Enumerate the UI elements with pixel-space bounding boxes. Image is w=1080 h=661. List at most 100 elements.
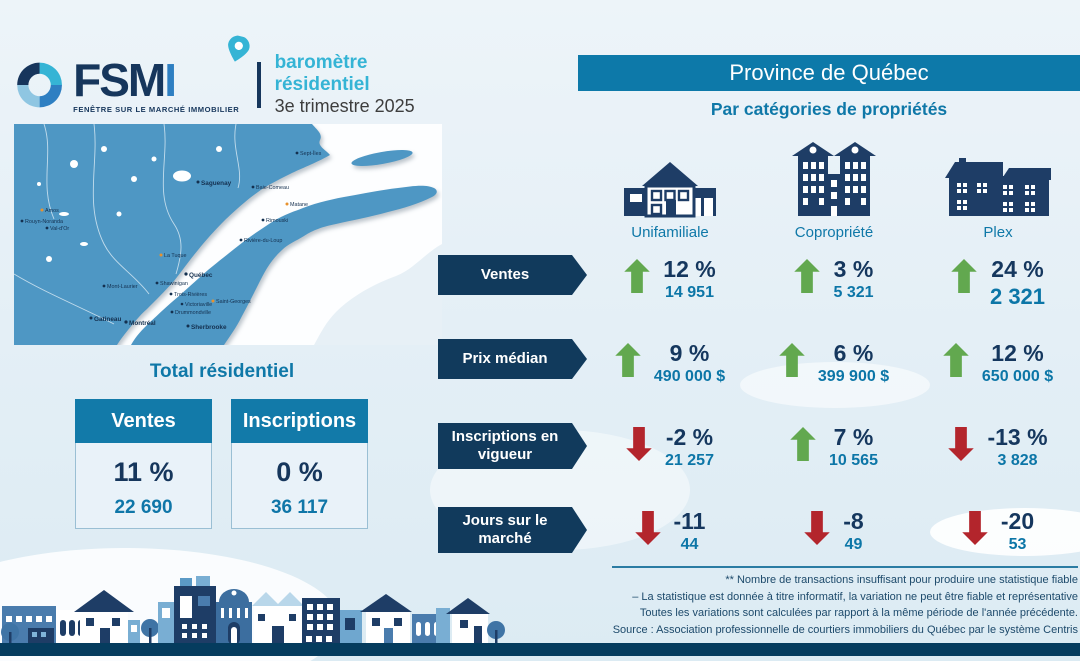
- footnote-source: Source : Association professionnelle de …: [612, 623, 1078, 636]
- stat-percent: 3 %: [833, 256, 874, 282]
- trend-arrow-icon: [943, 343, 969, 377]
- stat-percent: -13 %: [987, 424, 1048, 450]
- stat-value: 490 000 $: [653, 368, 726, 386]
- fsmi-pinwheel-icon: [17, 62, 62, 108]
- map-city-label: Val-d'Or: [50, 226, 69, 232]
- stat-cell: 12 % 650 000 $: [916, 339, 1080, 386]
- stat-cell: 12 % 14 951: [588, 255, 752, 310]
- divider: [257, 62, 261, 108]
- stat-value: 21 257: [665, 452, 714, 470]
- region-banner-title: Province de Québec: [729, 60, 929, 85]
- footnote-line: ** Nombre de transactions insuffisant po…: [725, 574, 1078, 586]
- stat-value: 14 951: [665, 284, 714, 302]
- stat-percent: 9 %: [669, 340, 710, 366]
- stat-cell: 24 % 2 321: [916, 255, 1080, 310]
- stat-percent: -20: [1000, 508, 1035, 534]
- category-label: Unifamiliale: [631, 224, 709, 241]
- quebec-map: Rouyn-Noranda Val-d'Or Amos Mont-Laurier…: [14, 124, 442, 345]
- fsmi-wordmark: FSMI: [73, 35, 250, 103]
- card-header: Ventes: [75, 399, 212, 443]
- map-city-label: Amos: [45, 208, 59, 214]
- stat-percent: -2 %: [665, 424, 714, 450]
- map-city-label: Rouyn-Noranda: [25, 219, 63, 225]
- trend-arrow-icon: [634, 511, 661, 545]
- map-city-label: Montréal: [129, 320, 156, 327]
- map-city-label: Gatineau: [94, 316, 121, 323]
- panel-subtitle: Par catégories de propriétés: [710, 99, 948, 119]
- card-value: 36 117: [270, 497, 329, 518]
- category-header-row: Unifamiliale: [588, 140, 1080, 241]
- trend-arrow-icon: [790, 427, 816, 461]
- category-plex: Plex: [916, 140, 1080, 241]
- region-banner: Province de Québec: [578, 55, 1080, 91]
- stat-value: 49: [844, 536, 863, 554]
- total-residentiel-title: Total résidentiel: [149, 361, 295, 382]
- total-card-ventes: Ventes 11 % 22 690: [75, 399, 212, 529]
- trend-arrow-icon: [779, 343, 805, 377]
- map-city-label: Saguenay: [201, 180, 232, 187]
- footnote-line: – La statistique est donnée à titre info…: [632, 590, 1078, 603]
- stat-value: 44: [680, 536, 699, 554]
- map-rivers: [14, 124, 241, 325]
- map-neighbour-land: [314, 244, 442, 345]
- cityscape-illustration: [1, 576, 505, 645]
- plex-building-icon: [945, 158, 1051, 216]
- stat-cell: -20 53: [916, 507, 1080, 554]
- stat-percent: 24 %: [991, 256, 1044, 282]
- footnotes: ** Nombre de transactions insuffisant po…: [612, 566, 1078, 638]
- card-percent: 0 %: [276, 457, 323, 487]
- category-copropriete: Copropriété: [752, 140, 916, 241]
- card-percent: 11 %: [113, 457, 174, 487]
- map-city-label: Saint-Georges: [216, 299, 251, 305]
- stat-percent: -8: [843, 508, 864, 534]
- row-inscriptions-en-vigueur: Inscriptions en vigueur -2 % 21 257 7 % 10…: [438, 423, 1080, 470]
- trend-arrow-icon: [951, 259, 977, 293]
- stat-cell: -8 49: [752, 507, 916, 554]
- map-cities: Rouyn-Noranda Val-d'Or Amos Mont-Laurier…: [20, 150, 322, 331]
- map-land-south: [131, 185, 437, 345]
- row-label-chevron: Prix médian: [438, 339, 587, 379]
- map-land-north: [14, 124, 330, 345]
- trend-arrow-icon: [624, 259, 651, 293]
- row-label-chevron: Jours sur le marché: [438, 507, 587, 553]
- stat-value: 650 000 $: [981, 368, 1054, 386]
- stat-cell: 9 % 490 000 $: [588, 339, 752, 386]
- trend-arrow-icon: [615, 343, 641, 377]
- location-pin-icon: [228, 35, 250, 62]
- stat-value: 10 565: [829, 452, 878, 470]
- stat-cell: -2 % 21 257: [588, 423, 752, 470]
- bottom-bar: [0, 643, 1080, 656]
- trend-arrow-icon: [626, 427, 652, 461]
- cloud-shape: [930, 508, 1080, 556]
- stat-percent: -11: [673, 508, 706, 534]
- map-city-label: Baie-Comeau: [256, 185, 289, 191]
- logo-block: FSMI FENÊTRE SUR LE MARCHÉ IMMOBILIER ba…: [14, 35, 434, 120]
- category-label: Copropriété: [794, 224, 874, 241]
- map-city-label: La Tuque: [164, 253, 186, 259]
- cloud-shape: [740, 362, 930, 408]
- stat-cell: 3 % 5 321: [752, 255, 916, 310]
- stat-cell: 7 % 10 565: [752, 423, 916, 470]
- map-city-label: Rimouski: [266, 218, 288, 224]
- map-city-label: Sherbrooke: [191, 324, 227, 331]
- map-city-label: Rivière-du-Loup: [244, 238, 282, 244]
- row-jours-sur-le-marche: Jours sur le marché -11 44 -8 49 -20 53: [438, 507, 1080, 554]
- stat-value: 2 321: [989, 284, 1046, 310]
- stat-cell: -13 % 3 828: [916, 423, 1080, 470]
- map-lakes: [37, 146, 222, 262]
- stat-cell: 6 % 399 900 $: [752, 339, 916, 386]
- stat-value: 5 321: [833, 284, 874, 302]
- trend-arrow-icon: [962, 511, 988, 545]
- category-label: Plex: [983, 224, 1013, 241]
- stat-percent: 12 %: [663, 256, 716, 282]
- total-card-inscriptions: Inscriptions 0 % 36 117: [231, 399, 368, 529]
- document-title: baromètre résidentiel: [274, 52, 370, 96]
- map-city-label: Matane: [290, 202, 308, 208]
- map-city-label: Shawinigan: [160, 281, 188, 287]
- row-ventes: Ventes 12 % 14 951 3 % 5 321 24 % 2 321: [438, 255, 1080, 310]
- map-city-label: Drummondville: [175, 310, 211, 316]
- row-prix-median: Prix médian 9 % 490 000 $ 6 % 399 900 $ 12…: [438, 339, 1080, 386]
- map-city-label: Victoriaville: [185, 302, 212, 308]
- document-period: 3e trimestre 2025: [274, 96, 415, 117]
